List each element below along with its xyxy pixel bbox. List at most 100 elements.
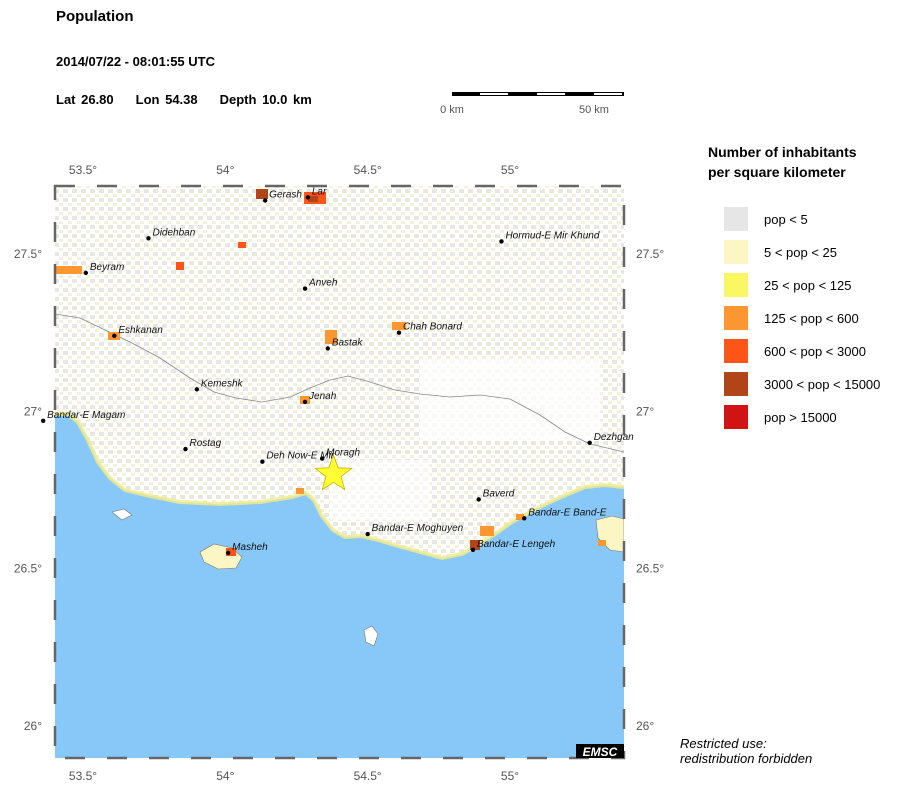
- bottom-tick-label: 55°: [501, 769, 519, 783]
- legend-swatch: [724, 240, 748, 264]
- city-marker: [194, 387, 200, 392]
- city-marker: [365, 531, 370, 537]
- city-label: Beyram: [90, 262, 124, 273]
- city-marker: [112, 333, 117, 339]
- legend-swatch: [724, 372, 748, 396]
- latitude-label: Lat 26.80: [56, 92, 114, 107]
- city-label: Lar: [312, 186, 327, 197]
- legend-label: 125 < pop < 600: [764, 311, 859, 326]
- cities-layer: Gerash Lar Didehban Hormud-E Mir Khund Beyra…: [40, 186, 634, 556]
- city-label: Hormud-E Mir Khund: [505, 230, 599, 241]
- city-marker: [302, 286, 308, 291]
- city-label: Eshkanan: [118, 325, 163, 336]
- restricted-line2: redistribution forbidden: [680, 751, 813, 766]
- city-marker: [476, 497, 481, 502]
- right-tick-label: 27.5°: [636, 247, 664, 261]
- legend-label: pop < 5: [764, 212, 808, 227]
- city-label: Jenah: [308, 391, 337, 402]
- city-label: Masheh: [232, 542, 268, 553]
- legend-title-line1: Number of inhabitants: [708, 144, 857, 160]
- city-label: Chah Bonard: [403, 322, 462, 333]
- city-label: Moragh: [326, 448, 360, 459]
- city-marker: [396, 330, 402, 335]
- sea-area: [55, 414, 624, 758]
- city-marker: [262, 198, 268, 203]
- island-small-west: [111, 508, 133, 521]
- city-label: Deh Now-E Mir: [266, 451, 334, 462]
- legend-swatch: [724, 306, 748, 330]
- map-frame: [53, 184, 626, 760]
- city-marker: [319, 456, 325, 461]
- left-tick-label: 27.5°: [14, 247, 42, 261]
- city-marker: [302, 399, 308, 405]
- bottom-ticks: 53.5° 54° 54.5° 55°: [69, 769, 519, 783]
- city-label: Bandar-E Magam: [47, 410, 125, 421]
- city-label: Baverd: [483, 488, 515, 499]
- right-tick-label: 26°: [636, 719, 654, 733]
- legend-label: pop > 15000: [764, 410, 837, 425]
- city-marker: [146, 236, 151, 241]
- event-coordinates: Lat 26.80 Lon 54.38 Depth 10.0 km: [56, 92, 334, 107]
- right-ticks: 27.5° 27° 26.5° 26°: [636, 247, 664, 733]
- city-label: Gerash: [269, 190, 302, 201]
- city-label: Bastak: [332, 337, 364, 348]
- top-tick-label: 55°: [501, 163, 519, 177]
- legend-swatch: [724, 339, 748, 363]
- legend-title: Number of inhabitants per square kilomet…: [708, 142, 897, 182]
- top-tick-label: 54.5°: [354, 163, 382, 177]
- city-marker: [325, 346, 331, 351]
- city-marker: [225, 550, 231, 556]
- legend-swatch: [724, 207, 748, 231]
- population-map: 53.5° 54° 54.5° 55° 53.5° 54° 54.5° 55° 27.5°2…: [14, 163, 665, 783]
- top-ticks: 53.5° 54° 54.5° 55°: [69, 163, 519, 177]
- legend-swatch: [724, 273, 748, 297]
- longitude-label: Lon 54.38: [135, 92, 198, 107]
- city-marker: [183, 446, 188, 452]
- city-marker: [40, 418, 46, 423]
- legend-label: 3000 < pop < 15000: [764, 377, 881, 392]
- island-small-south: [363, 625, 379, 647]
- city-marker: [305, 195, 311, 200]
- top-tick-label: 53.5°: [69, 163, 97, 177]
- bottom-tick-label: 54°: [216, 769, 234, 783]
- watermark: EMSC: [583, 745, 618, 759]
- top-tick-label: 54°: [216, 163, 234, 177]
- right-tick-label: 27°: [636, 404, 654, 418]
- city-label: Bandar-E Moghuyen: [372, 523, 464, 534]
- bottom-tick-label: 53.5°: [69, 769, 97, 783]
- watermark-badge: [576, 744, 624, 758]
- city-label: Rostag: [189, 438, 221, 449]
- city-marker: [470, 547, 476, 552]
- city-marker: [83, 270, 89, 276]
- scale-bar: 0 km 50 km: [440, 92, 624, 116]
- scale-left-label: 0 km: [440, 104, 464, 116]
- legend-label: 600 < pop < 3000: [764, 344, 866, 359]
- restricted-line1: Restricted use:: [680, 736, 767, 751]
- city-label: Bandar-E Band-E: [528, 507, 607, 518]
- legend-label: 25 < pop < 125: [764, 278, 852, 293]
- left-tick-label: 26.5°: [14, 562, 42, 576]
- city-label: Didehban: [152, 227, 195, 238]
- legend: Number of inhabitants per square kilomet…: [700, 140, 897, 429]
- city-label: Kemeshk: [201, 378, 244, 389]
- right-tick-label: 26.5°: [636, 562, 664, 576]
- restricted-notice: Restricted use: redistribution forbidden: [680, 736, 812, 766]
- legend-title-line2: per square kilometer: [708, 164, 846, 180]
- bottom-tick-label: 54.5°: [354, 769, 382, 783]
- city-marker: [499, 239, 504, 244]
- depth-label: Depth 10.0 km: [219, 92, 312, 107]
- event-datetime: 2014/07/22 - 08:01:55 UTC: [56, 54, 215, 69]
- city-marker: [587, 440, 592, 445]
- map-title: Population: [56, 8, 134, 25]
- city-label: Anveh: [308, 278, 338, 289]
- left-tick-label: 26°: [24, 719, 42, 733]
- legend-swatch: [724, 405, 748, 429]
- province-border: [55, 313, 624, 453]
- scale-right-label: 50 km: [579, 104, 609, 116]
- city-label: Bandar-E Lengeh: [477, 539, 556, 550]
- left-tick-label: 27°: [24, 404, 42, 418]
- epicenter-star-icon: [314, 454, 353, 491]
- legend-label: 5 < pop < 25: [764, 245, 838, 260]
- city-label: Dezhgan: [594, 432, 634, 443]
- city-marker: [260, 459, 265, 464]
